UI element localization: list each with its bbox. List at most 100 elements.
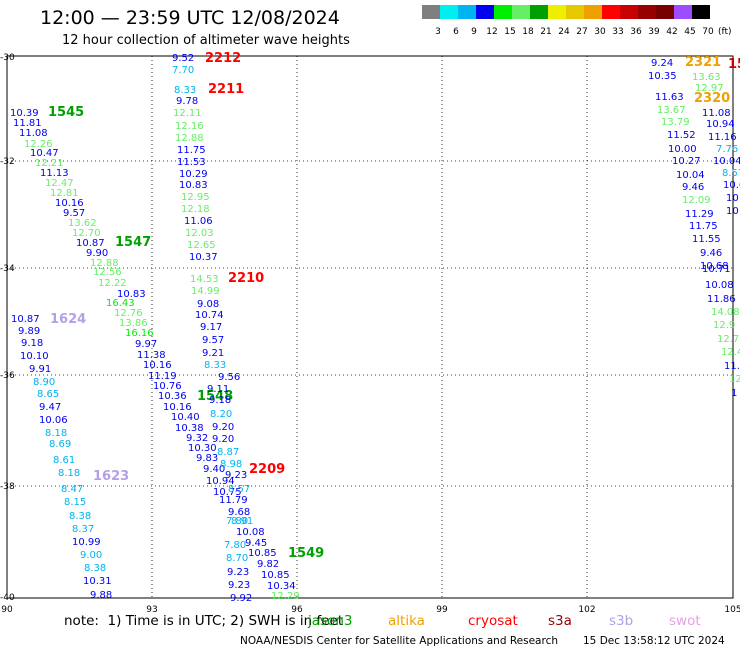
note-text: note: 1) Time is in UTC; 2) SWH is in fe… <box>64 613 344 629</box>
wave-height-value: 9.91 <box>29 364 51 375</box>
pass-label: 1547 <box>115 235 151 250</box>
wave-height-value: 9.23 <box>228 580 250 591</box>
wave-height-value: 12.4 <box>721 347 740 358</box>
wave-height-value: 9.83 <box>196 453 218 464</box>
wave-height-value: 9.24 <box>651 58 673 69</box>
wave-height-value: 11.08 <box>702 108 731 119</box>
wave-height-value: 10.71 <box>702 264 731 275</box>
pass-label: 2211 <box>208 82 244 97</box>
colorbar-swatch <box>530 5 548 19</box>
wave-height-value: 10.83 <box>179 180 208 191</box>
wave-height-value: 10.29 <box>179 169 208 180</box>
wave-height-value: 9.21 <box>202 348 224 359</box>
longitude-label: 99 <box>436 605 448 615</box>
wave-height-value: 8.38 <box>69 511 91 522</box>
wave-height-value: 8.33 <box>204 360 226 371</box>
wave-height-value: 9.23 <box>227 567 249 578</box>
latitude-label: -30 <box>0 53 15 63</box>
wave-height-value: 9.20 <box>212 422 234 433</box>
map-frame <box>6 55 734 599</box>
longitude-label: 105 <box>724 605 740 615</box>
wave-height-value: 10.94 <box>706 119 735 130</box>
wave-height-value: 9.57 <box>63 208 85 219</box>
wave-height-value: 9.46 <box>700 248 722 259</box>
wave-height-value: 11.55 <box>692 234 721 245</box>
longitude-label: 90 <box>1 605 13 615</box>
wave-height-value: 10.6 <box>723 180 740 191</box>
wave-height-value: 8.47 <box>61 484 83 495</box>
wave-height-value: 10.10 <box>20 351 49 362</box>
wave-height-value: 8.98 <box>220 459 242 470</box>
wave-height-value: 10.06 <box>39 415 68 426</box>
colorbar-label: 42 <box>666 27 678 37</box>
wave-height-value: 12.76 <box>114 308 143 319</box>
wave-height-value: 14.08 <box>711 307 740 318</box>
pass-label: 2212 <box>205 51 241 66</box>
map-title: 12:00 — 23:59 UTC 12/08/2024 <box>40 7 340 29</box>
wave-height-value: 9.68 <box>228 507 250 518</box>
wave-height-value: 10.83 <box>117 289 146 300</box>
satellite-legend-item: jason3 <box>308 613 353 629</box>
wave-height-value: 8.87 <box>217 447 239 458</box>
wave-height-value: 13.62 <box>68 218 97 229</box>
wave-height-value: 8.18 <box>45 428 67 439</box>
wave-height-value: 9.00 <box>80 550 102 561</box>
wave-height-value: 9.46 <box>682 182 704 193</box>
wave-height-value: 10.27 <box>672 156 701 167</box>
wave-height-value: 12.81 <box>50 188 79 199</box>
wave-height-value: 10.16 <box>143 360 172 371</box>
colorbar-label: 15 <box>504 27 516 37</box>
wave-height-value: 13.63 <box>692 72 721 83</box>
colorbar-label: 3 <box>435 27 441 37</box>
wave-height-value: 13.67 <box>657 105 686 116</box>
pass-label: 2210 <box>228 271 264 286</box>
colorbar-label: 12 <box>486 27 498 37</box>
colorbar-label: 21 <box>540 27 552 37</box>
colorbar-swatch <box>566 5 584 19</box>
colorbar-swatch <box>656 5 674 19</box>
colorbar-unit: (ft) <box>718 27 732 37</box>
wave-height-value: 8.69 <box>49 439 71 450</box>
colorbar-label: 36 <box>630 27 642 37</box>
satellite-legend-item: cryosat <box>468 613 518 629</box>
wave-height-value: 9.82 <box>257 559 279 570</box>
wave-height-value: 10.38 <box>175 423 204 434</box>
colorbar-swatch <box>548 5 566 19</box>
wave-height-value: 8.91 <box>231 516 253 527</box>
wave-height-value: 12.22 <box>98 278 127 289</box>
wave-height-value: 12.29 <box>271 591 300 602</box>
wave-height-value: 12.97 <box>695 83 724 94</box>
latitude-label: -34 <box>0 264 15 274</box>
wave-height-value: 9.92 <box>230 593 252 604</box>
longitude-label: 96 <box>291 605 303 615</box>
colorbar-swatch <box>674 5 692 19</box>
wave-height-value: 9.45 <box>245 538 267 549</box>
colorbar-label: 30 <box>594 27 606 37</box>
wave-height-value: 12.56 <box>93 267 122 278</box>
wave-height-value: 9.97 <box>135 339 157 350</box>
wave-height-value: 10.76 <box>153 381 182 392</box>
colorbar-swatch <box>692 5 710 19</box>
wave-height-value: 16.16 <box>125 328 154 339</box>
satellite-legend-item: s3b <box>609 613 634 629</box>
wave-height-value: 9.23 <box>225 470 247 481</box>
longitude-label: 102 <box>578 605 595 615</box>
wave-height-value: 11.29 <box>685 209 714 220</box>
pass-label: 1623 <box>93 469 129 484</box>
wave-height-value: 9.11 <box>207 384 229 395</box>
wave-height-value: 7.70 <box>172 65 194 76</box>
colorbar-swatch <box>620 5 638 19</box>
wave-height-value: 12.47 <box>45 178 74 189</box>
wave-height-value: 12.11 <box>173 108 202 119</box>
wave-height-value: 9.88 <box>90 590 112 601</box>
wave-height-value: 9.57 <box>202 335 224 346</box>
wave-height-value: 11.38 <box>137 350 166 361</box>
colorbar-label: 24 <box>558 27 570 37</box>
pass-label: 1545 <box>48 105 84 120</box>
footer-credit: NOAA/NESDIS Center for Satellite Applica… <box>240 635 558 647</box>
wave-height-value: 12.03 <box>185 228 214 239</box>
wave-height-value: 8.37 <box>72 524 94 535</box>
pass-label: 15 <box>728 57 740 72</box>
wave-height-value: 10.85 <box>248 548 277 559</box>
pass-label: 2320 <box>694 91 730 106</box>
